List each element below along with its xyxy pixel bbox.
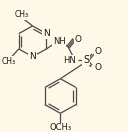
Text: CH₃: CH₃	[15, 10, 29, 19]
Text: O: O	[95, 47, 102, 56]
Text: O: O	[95, 63, 102, 72]
Text: OCH₃: OCH₃	[49, 123, 71, 132]
Text: HN: HN	[63, 56, 76, 65]
Text: O: O	[75, 35, 82, 44]
Text: S: S	[83, 55, 89, 65]
Text: N: N	[29, 52, 36, 61]
Text: N: N	[43, 29, 50, 38]
Text: CH₃: CH₃	[2, 57, 16, 66]
Text: NH: NH	[53, 37, 66, 46]
